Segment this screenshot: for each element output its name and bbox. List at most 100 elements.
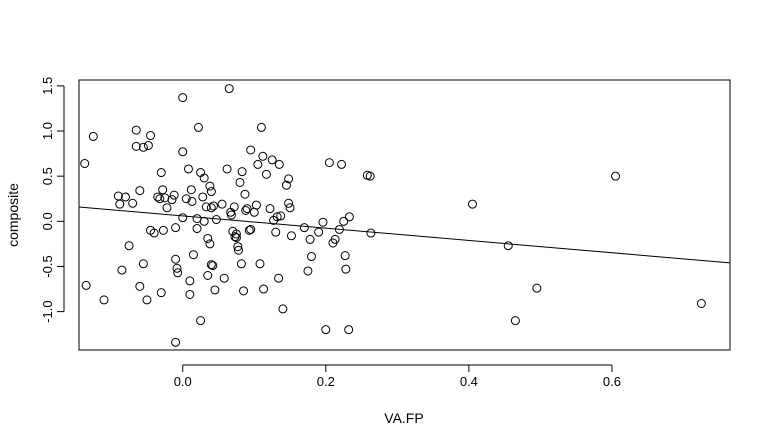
data-point bbox=[337, 159, 347, 169]
data-point bbox=[276, 211, 286, 221]
data-point bbox=[281, 180, 291, 190]
regression-line bbox=[78, 206, 731, 264]
data-point bbox=[510, 316, 520, 326]
data-point bbox=[188, 250, 198, 260]
data-point bbox=[330, 234, 340, 244]
data-point bbox=[158, 185, 168, 195]
data-point bbox=[285, 203, 295, 213]
data-point bbox=[178, 213, 188, 223]
data-point bbox=[532, 283, 542, 293]
y-axis: -1.0 -0.5 0.0 0.5 1.0 1.5 bbox=[40, 77, 65, 323]
data-point bbox=[286, 231, 296, 241]
data-point bbox=[124, 241, 134, 251]
data-point bbox=[244, 225, 254, 235]
data-point bbox=[153, 192, 163, 202]
data-point bbox=[237, 167, 247, 177]
data-point bbox=[219, 273, 229, 283]
data-point bbox=[171, 337, 181, 347]
data-point bbox=[135, 281, 145, 291]
data-point bbox=[210, 285, 220, 295]
data-point bbox=[467, 199, 477, 209]
data-point bbox=[261, 169, 271, 179]
data-point bbox=[246, 224, 256, 234]
data-point bbox=[239, 286, 249, 296]
data-point bbox=[305, 234, 315, 244]
data-point bbox=[88, 131, 98, 141]
data-point bbox=[256, 122, 266, 132]
data-point bbox=[217, 199, 227, 209]
data-point bbox=[284, 174, 294, 184]
plot-frame bbox=[78, 79, 731, 351]
data-point bbox=[253, 159, 263, 169]
data-point bbox=[366, 228, 376, 238]
data-point bbox=[278, 304, 288, 314]
data-point bbox=[167, 195, 177, 205]
data-point bbox=[171, 223, 181, 233]
data-point bbox=[183, 164, 193, 174]
data-point bbox=[199, 173, 209, 183]
data-point bbox=[274, 273, 284, 283]
y-tick-label: 0.5 bbox=[40, 167, 55, 185]
data-point bbox=[236, 259, 246, 269]
data-point bbox=[131, 125, 141, 135]
x-tick-label: 0.6 bbox=[603, 374, 621, 389]
data-point bbox=[339, 216, 349, 226]
data-point bbox=[162, 203, 172, 213]
data-point bbox=[186, 185, 196, 195]
data-point bbox=[205, 239, 215, 249]
data-point bbox=[299, 223, 309, 233]
data-point bbox=[259, 284, 269, 294]
data-point bbox=[128, 198, 138, 208]
data-point bbox=[142, 295, 152, 305]
x-axis: 0.0 0.2 0.4 0.6 bbox=[174, 364, 621, 389]
data-point bbox=[81, 280, 91, 290]
data-point bbox=[240, 189, 250, 199]
data-point bbox=[321, 325, 331, 335]
data-point bbox=[173, 268, 183, 278]
data-point bbox=[121, 192, 130, 202]
data-point bbox=[265, 204, 275, 214]
data-point bbox=[271, 227, 281, 237]
x-tick-label: 0.4 bbox=[460, 374, 478, 389]
data-point bbox=[138, 259, 148, 269]
data-point bbox=[229, 202, 239, 212]
data-point bbox=[171, 254, 181, 264]
data-point bbox=[155, 194, 165, 204]
x-tick-label: 0.2 bbox=[317, 374, 335, 389]
data-point bbox=[246, 145, 256, 155]
data-point bbox=[242, 204, 252, 214]
data-point bbox=[307, 252, 316, 262]
data-point bbox=[143, 140, 153, 150]
y-tick-label: 0.0 bbox=[40, 212, 55, 230]
data-point bbox=[251, 200, 261, 210]
data-point bbox=[344, 212, 354, 222]
data-point bbox=[365, 171, 375, 181]
data-point bbox=[146, 131, 156, 141]
data-point bbox=[138, 142, 148, 152]
data-point bbox=[203, 271, 213, 281]
data-point bbox=[156, 168, 166, 178]
data-point bbox=[231, 233, 241, 243]
data-point bbox=[160, 193, 170, 203]
data-point bbox=[503, 241, 513, 251]
data-point bbox=[206, 260, 216, 270]
data-points bbox=[80, 84, 706, 347]
data-point bbox=[199, 216, 209, 226]
data-point bbox=[158, 225, 168, 235]
data-point bbox=[208, 201, 218, 211]
y-tick-label: 1.5 bbox=[40, 77, 55, 95]
data-point bbox=[169, 190, 179, 200]
data-point bbox=[206, 187, 216, 197]
y-tick-label: -0.5 bbox=[40, 255, 55, 277]
data-point bbox=[181, 194, 191, 204]
data-point bbox=[149, 228, 159, 238]
data-point bbox=[231, 229, 241, 239]
data-point bbox=[234, 245, 244, 255]
data-point bbox=[117, 265, 127, 275]
data-point bbox=[318, 217, 328, 227]
data-point bbox=[255, 259, 265, 269]
data-point bbox=[172, 263, 182, 273]
data-point bbox=[208, 261, 218, 271]
data-point bbox=[258, 151, 268, 161]
